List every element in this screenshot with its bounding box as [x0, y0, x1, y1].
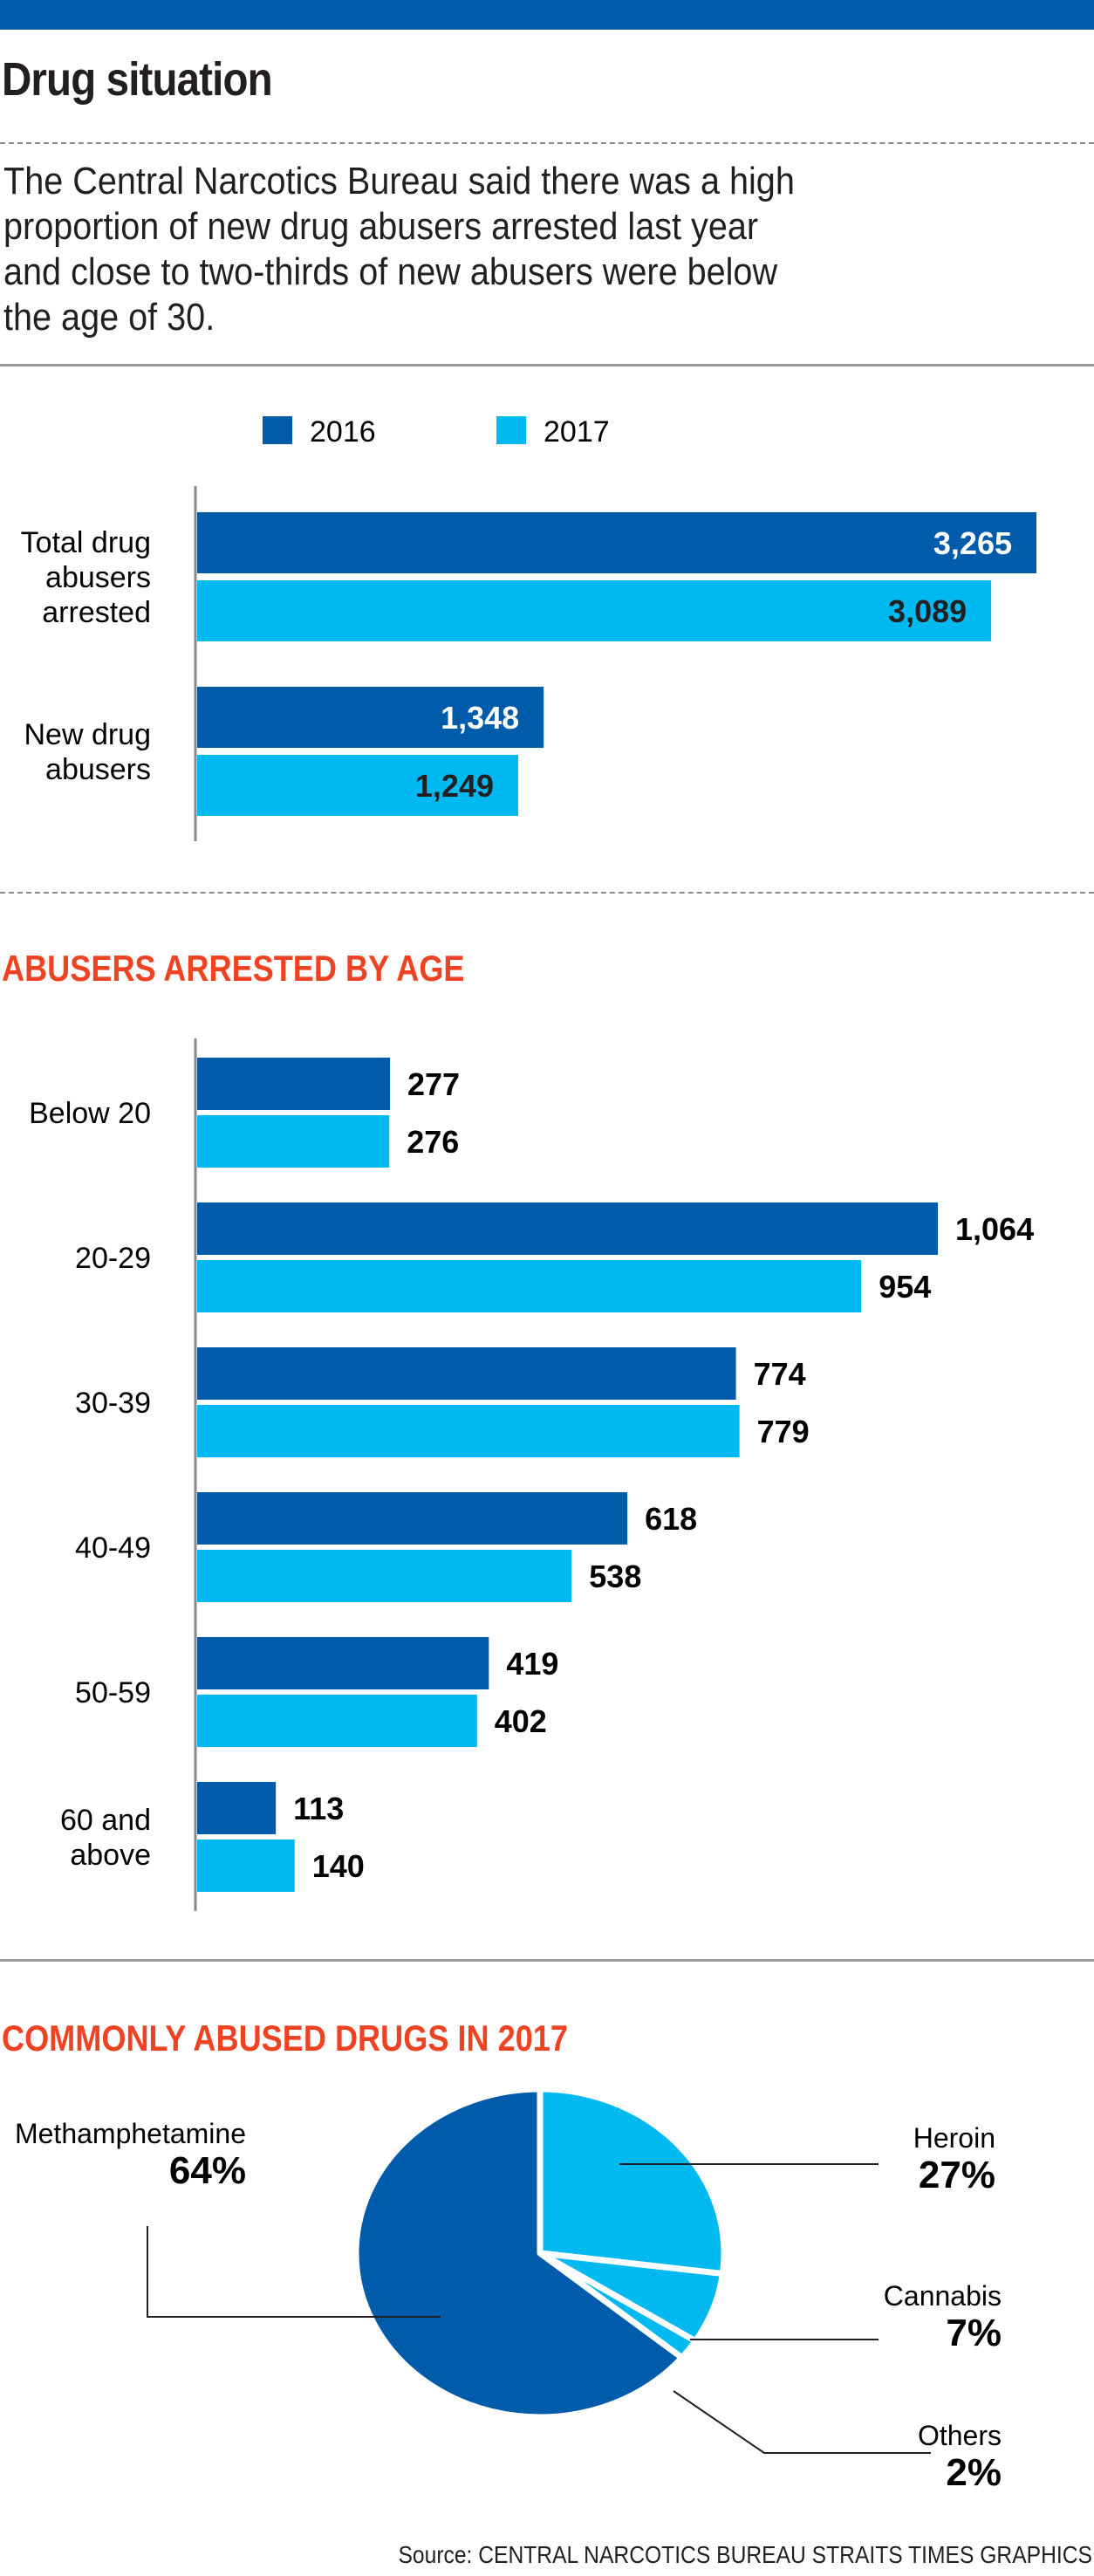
section-title-drugs: COMMONLY ABUSED DRUGS IN 2017: [2, 2018, 568, 2059]
category-label: 20-29: [75, 1242, 151, 1275]
bar-2017: [197, 1695, 477, 1747]
bar-2016: [197, 1058, 391, 1110]
data-label: 774: [754, 1356, 806, 1392]
legend-label-2017: 2017: [544, 415, 610, 449]
bar-2016: [197, 1492, 628, 1545]
slice-name-label: Cannabis: [884, 2280, 1002, 2312]
intro-line: proportion of new drug abusers arrested …: [3, 205, 759, 248]
bar-2017: [197, 755, 519, 816]
pie-slice-methamphetamine: [352, 2086, 686, 2421]
page-title: Drug situation: [2, 53, 273, 106]
data-label: 3,089: [888, 593, 967, 629]
category-label: 50-59: [75, 1676, 151, 1709]
slice-percent-label: 7%: [946, 2312, 1002, 2354]
bar-2017: [197, 1840, 295, 1892]
category-label: abusers: [45, 561, 151, 594]
category-label: arrested: [42, 596, 151, 629]
data-label: 954: [879, 1269, 931, 1305]
leader-line: [147, 2226, 441, 2318]
category-label: above: [70, 1839, 151, 1872]
divider: [0, 1959, 1094, 1962]
category-label: abusers: [45, 753, 151, 786]
top-banner: [0, 0, 1094, 30]
bar-2016: [197, 1347, 736, 1400]
category-label: New drug: [24, 718, 151, 751]
intro-text: The Central Narcotics Bureau said there …: [3, 159, 985, 340]
bar-2017: [197, 580, 992, 641]
legend-swatch-2017: [496, 416, 526, 444]
category-label: Total drug: [21, 526, 151, 559]
slice-percent-label: 64%: [169, 2149, 246, 2192]
intro-line: The Central Narcotics Bureau said there …: [3, 160, 795, 202]
data-label: 277: [407, 1066, 460, 1102]
data-label: 402: [495, 1703, 547, 1739]
leader-line: [673, 2390, 931, 2454]
data-label: 538: [589, 1559, 641, 1594]
category-label: 60 and: [60, 1804, 151, 1837]
category-label: 40-49: [75, 1531, 151, 1565]
data-label: 276: [407, 1124, 459, 1160]
bar-2017: [197, 1260, 862, 1312]
slice-percent-label: 27%: [919, 2154, 995, 2196]
data-label: 1,249: [415, 768, 494, 804]
legend-label-2016: 2016: [310, 415, 376, 449]
data-label: 779: [757, 1414, 810, 1449]
category-label: 30-39: [75, 1387, 151, 1420]
slice-name-label: Others: [918, 2420, 1002, 2451]
legend-swatch-2016: [263, 416, 292, 444]
category-label: Below 20: [29, 1097, 151, 1130]
source-credit: Source: CENTRAL NARCOTICS BUREAU STRAITS…: [398, 2541, 1092, 2568]
bar-2017: [197, 1115, 390, 1168]
slice-name-label: Methamphetamine: [15, 2118, 246, 2149]
pie-slice-heroin: [537, 2086, 728, 2278]
divider: [0, 142, 1094, 144]
bar-2017: [197, 1405, 740, 1457]
bar-2016: [197, 1202, 938, 1255]
divider: [0, 364, 1094, 367]
data-label: 618: [645, 1501, 697, 1537]
bar-2016: [197, 512, 1036, 573]
intro-line: and close to two-thirds of new abusers w…: [3, 250, 778, 293]
section-title-age: ABUSERS ARRESTED BY AGE: [2, 948, 465, 989]
bar-2016: [197, 1637, 489, 1689]
divider: [0, 892, 1094, 894]
bar-2016: [197, 1782, 277, 1834]
data-label: 140: [312, 1848, 365, 1884]
data-label: 113: [293, 1791, 344, 1826]
slice-percent-label: 2%: [946, 2451, 1002, 2494]
data-label: 419: [506, 1646, 558, 1682]
data-label: 1,064: [955, 1211, 1034, 1247]
slice-name-label: Heroin: [913, 2122, 995, 2154]
intro-line: the age of 30.: [3, 296, 215, 339]
bar-2017: [197, 1550, 572, 1602]
data-label: 1,348: [441, 700, 519, 736]
data-label: 3,265: [933, 525, 1012, 561]
bar-2016: [197, 687, 544, 748]
age-bar-chart: Below 20 277 276 20-29 1,064 954 30-39 774 779 40…: [29, 1038, 1034, 1911]
